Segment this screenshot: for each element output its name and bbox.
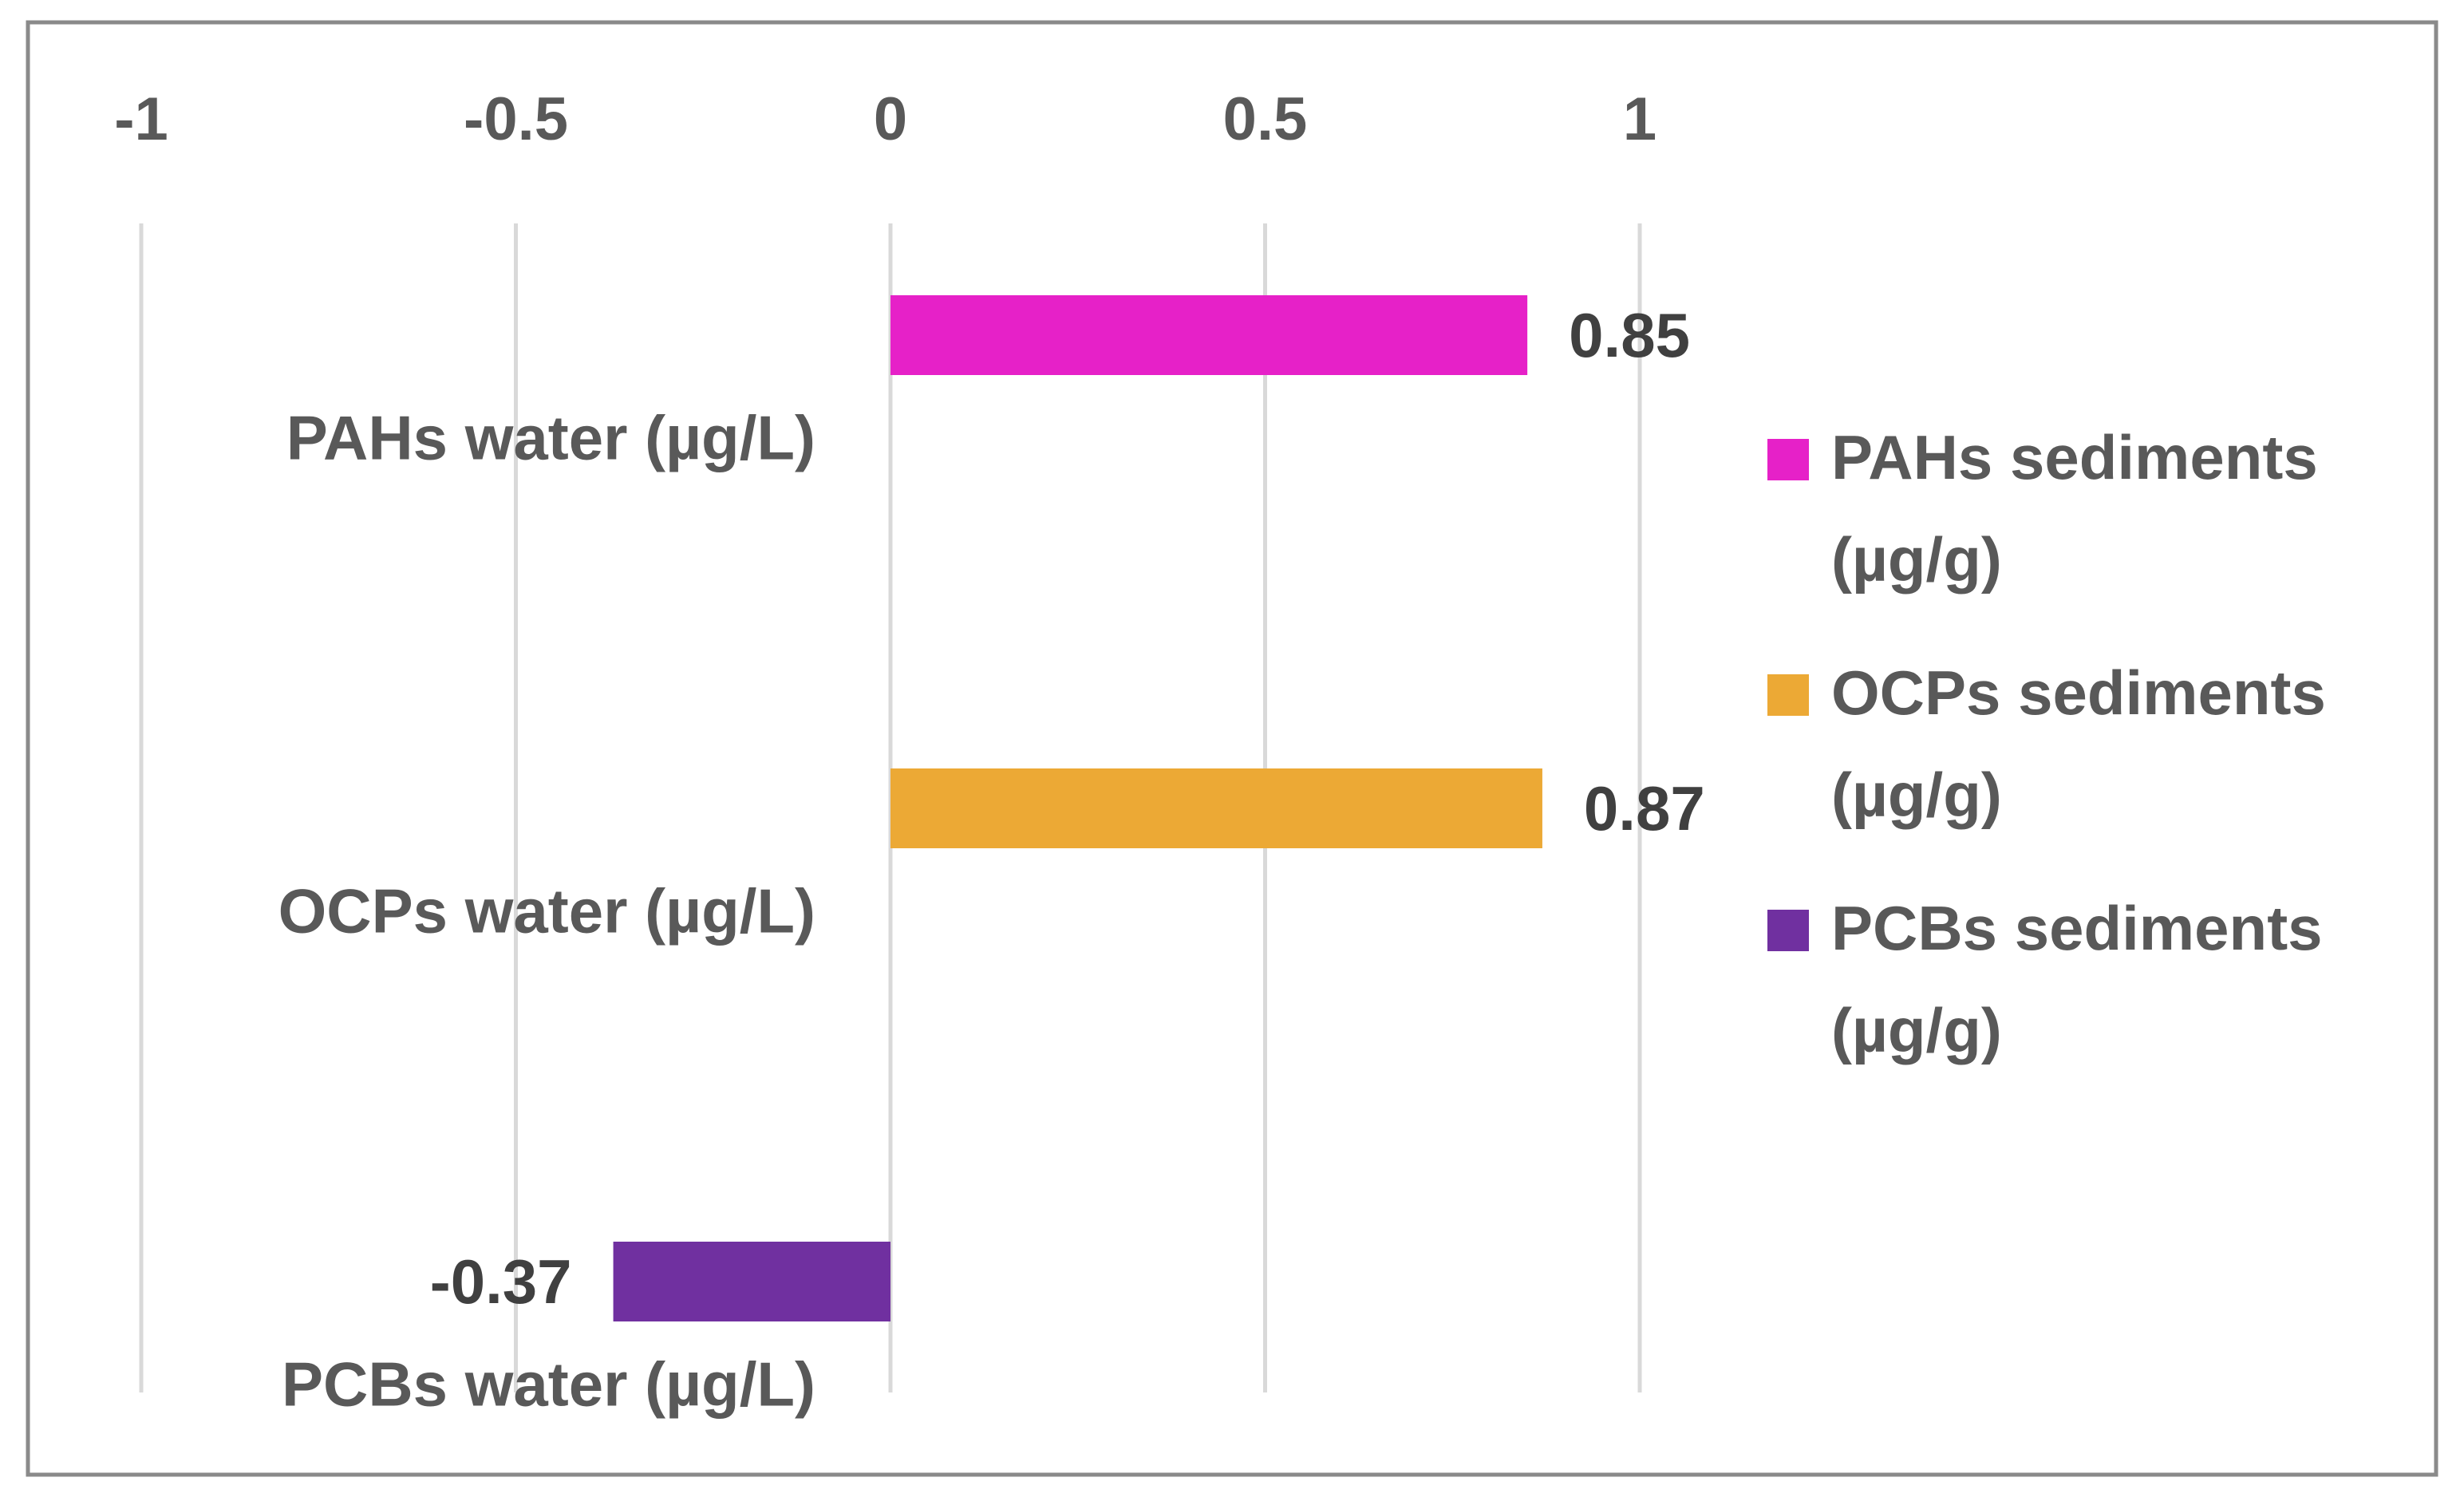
legend-swatch	[1767, 910, 1809, 951]
bars	[613, 295, 1542, 1321]
data-label: -0.37	[430, 1246, 572, 1317]
x-axis-ticks: -1 -0.5 0 0.5 1	[114, 85, 1656, 153]
data-labels: 0.85 0.87 -0.37	[430, 300, 1705, 1317]
x-tick-label: 0.5	[1223, 85, 1308, 153]
x-tick-label: -1	[114, 85, 168, 153]
legend-swatch	[1767, 439, 1809, 480]
data-label: 0.85	[1569, 300, 1690, 370]
x-tick-label: 0	[874, 85, 907, 153]
bar	[890, 768, 1542, 848]
legend-label: PCBs sediments	[1831, 893, 2323, 963]
bar	[890, 295, 1528, 375]
data-label: 0.87	[1584, 773, 1705, 843]
chart-frame	[26, 20, 2438, 1477]
x-tick-label: -0.5	[464, 85, 568, 153]
legend-swatch	[1767, 674, 1809, 716]
category-label: PCBs water (µg/L)	[282, 1349, 815, 1420]
category-label: OCPs water (µg/L)	[278, 876, 815, 946]
x-tick-label: 1	[1623, 85, 1656, 153]
category-labels: PAHs water (µg/L) OCPs water (µg/L) PCBs w…	[278, 403, 815, 1420]
legend-label: OCPs sediments	[1831, 658, 2326, 728]
legend: PAHs sediments (µg/g) OCPs sediments (µg/g)…	[1767, 422, 2326, 1065]
legend-label: (µg/g)	[1831, 524, 2002, 594]
legend-label: (µg/g)	[1831, 995, 2002, 1065]
legend-label: (µg/g)	[1831, 760, 2002, 830]
category-label: PAHs water (µg/L)	[286, 403, 815, 473]
legend-label: PAHs sediments	[1831, 422, 2318, 492]
bar	[613, 1242, 890, 1321]
